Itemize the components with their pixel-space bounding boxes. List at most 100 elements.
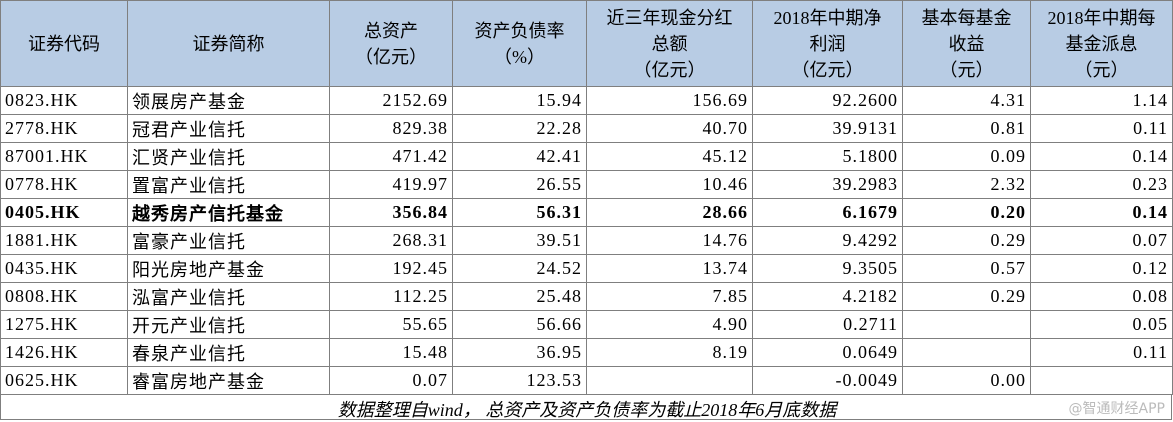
table-cell: 26.55 (452, 170, 587, 199)
table-cell: 28.66 (586, 198, 753, 227)
table-cell: 2152.69 (329, 86, 453, 115)
table-cell: 睿富房地产基金 (127, 366, 330, 395)
table-cell: 92.2600 (752, 86, 903, 115)
header-cell: 基本每基金 收益 （元） (902, 0, 1031, 87)
table-cell: 0435.HK (0, 254, 128, 283)
table-cell: 40.70 (586, 114, 753, 143)
table-row: 0823.HK 领展房产基金 2152.69 15.94 156.69 92.2600 4.… (0, 86, 1173, 115)
table-cell: 1881.HK (0, 226, 128, 255)
table-row: 0778.HK 置富产业信托 419.97 26.55 10.46 39.2983 2.32… (0, 170, 1173, 199)
table-cell: 开元产业信托 (127, 310, 330, 339)
table-cell: 56.66 (452, 310, 587, 339)
table-cell: 112.25 (329, 282, 453, 311)
table-cell: 0.57 (902, 254, 1031, 283)
table-cell: 0.81 (902, 114, 1031, 143)
table-cell: 0.14 (1030, 142, 1173, 171)
table-row: 2778.HK 冠君产业信托 829.38 22.28 40.70 39.9131 0.81… (0, 114, 1173, 143)
table-cell: 0.07 (329, 366, 453, 395)
table-cell: 0.20 (902, 198, 1031, 227)
table-row: 1426.HK 春泉产业信托 15.48 36.95 8.19 0.0649 0.11 (0, 338, 1173, 367)
table-cell: 0.05 (1030, 310, 1173, 339)
table-cell: 0.00 (902, 366, 1031, 395)
table-body: 0823.HK 领展房产基金 2152.69 15.94 156.69 92.2600 4.… (0, 86, 1173, 395)
table-row: 0808.HK 泓富产业信托 112.25 25.48 7.85 4.2182 0.29 0.… (0, 282, 1173, 311)
table-cell: 0.2711 (752, 310, 903, 339)
table-cell: 0625.HK (0, 366, 128, 395)
header-cell: 2018年中期净 利润 （亿元） (752, 0, 903, 87)
header-cell: 证券简称 (127, 0, 330, 87)
header-cell: 2018年中期每 基金派息 （元） (1030, 0, 1173, 87)
table-cell: 0778.HK (0, 170, 128, 199)
table-cell: 领展房产基金 (127, 86, 330, 115)
table-cell: 4.2182 (752, 282, 903, 311)
table-cell: 0.0649 (752, 338, 903, 367)
table-cell: 4.31 (902, 86, 1031, 115)
footer: 数据整理自wind， 总资产及资产负债率为截止2018年6月底数据 @智通财经A… (0, 394, 1172, 420)
table-cell (902, 310, 1031, 339)
table-cell (586, 366, 753, 395)
table-cell: 富豪产业信托 (127, 226, 330, 255)
table-cell: 1.14 (1030, 86, 1173, 115)
table-cell: 汇贤产业信托 (127, 142, 330, 171)
table-cell: 8.19 (586, 338, 753, 367)
table-cell: 0.14 (1030, 198, 1173, 227)
table-cell: 7.85 (586, 282, 753, 311)
footnote: 数据整理自wind， 总资产及资产负债率为截止2018年6月底数据 (337, 400, 837, 420)
table-cell: 2.32 (902, 170, 1031, 199)
table-cell: 39.2983 (752, 170, 903, 199)
table-cell: 0.11 (1030, 338, 1173, 367)
table-cell: 0.11 (1030, 114, 1173, 143)
table-cell: 0.23 (1030, 170, 1173, 199)
table-cell: 0.29 (902, 226, 1031, 255)
table-cell: 越秀房产信托基金 (127, 198, 330, 227)
table-cell: 56.31 (452, 198, 587, 227)
table-cell: 6.1679 (752, 198, 903, 227)
table-cell: 419.97 (329, 170, 453, 199)
table-cell: 45.12 (586, 142, 753, 171)
table-cell: -0.0049 (752, 366, 903, 395)
header-cell: 资产负债率 （%） (452, 0, 587, 87)
table-cell: 4.90 (586, 310, 753, 339)
table-cell: 0.08 (1030, 282, 1173, 311)
table-row: 1881.HK 富豪产业信托 268.31 39.51 14.76 9.4292 0.29 0… (0, 226, 1173, 255)
table-cell: 泓富产业信托 (127, 282, 330, 311)
table-cell: 13.74 (586, 254, 753, 283)
table-cell: 0808.HK (0, 282, 128, 311)
table-cell: 14.76 (586, 226, 753, 255)
table-cell: 置富产业信托 (127, 170, 330, 199)
table-cell: 0.12 (1030, 254, 1173, 283)
table-cell: 0.07 (1030, 226, 1173, 255)
table-cell: 39.51 (452, 226, 587, 255)
data-table: 证券代码 证券简称 总资产 （亿元） 资产负债率 （%） 近三年现金分红 总额 （亿元）… (0, 0, 1173, 395)
table-row: 87001.HK 汇贤产业信托 471.42 42.41 45.12 5.1800 0.09… (0, 142, 1173, 171)
table-cell: 2778.HK (0, 114, 128, 143)
table-cell: 25.48 (452, 282, 587, 311)
table-row: 0435.HK 阳光房地产基金 192.45 24.52 13.74 9.3505 0.57… (0, 254, 1173, 283)
table-cell: 春泉产业信托 (127, 338, 330, 367)
table-row: 0625.HK 睿富房地产基金 0.07 123.53 -0.0049 0.00 (0, 366, 1173, 395)
table-cell: 471.42 (329, 142, 453, 171)
header-cell: 证券代码 (0, 0, 128, 87)
table-cell: 9.3505 (752, 254, 903, 283)
table-cell: 10.46 (586, 170, 753, 199)
table-row: 1275.HK 开元产业信托 55.65 56.66 4.90 0.2711 0.05 (0, 310, 1173, 339)
table-cell: 1275.HK (0, 310, 128, 339)
header-cell: 近三年现金分红 总额 （亿元） (586, 0, 753, 87)
table-cell: 87001.HK (0, 142, 128, 171)
table-cell: 356.84 (329, 198, 453, 227)
table-cell (1030, 366, 1173, 395)
table-cell: 123.53 (452, 366, 587, 395)
table-cell: 15.48 (329, 338, 453, 367)
table-cell (902, 338, 1031, 367)
table-row: 0405.HK 越秀房产信托基金 356.84 56.31 28.66 6.1679 0.2… (0, 198, 1173, 227)
table-cell: 15.94 (452, 86, 587, 115)
table-cell: 阳光房地产基金 (127, 254, 330, 283)
table-cell: 39.9131 (752, 114, 903, 143)
table-cell: 36.95 (452, 338, 587, 367)
table-cell: 42.41 (452, 142, 587, 171)
table-cell: 22.28 (452, 114, 587, 143)
table-cell: 24.52 (452, 254, 587, 283)
table-cell: 0.29 (902, 282, 1031, 311)
table-cell: 156.69 (586, 86, 753, 115)
